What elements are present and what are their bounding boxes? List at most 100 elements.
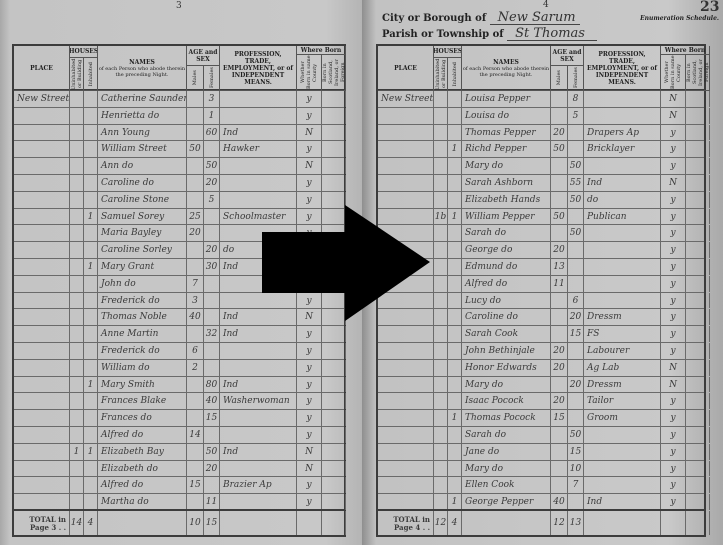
table-row: Frederick do 3 y bbox=[14, 292, 346, 310]
cell-f bbox=[568, 343, 584, 359]
cell-u bbox=[70, 158, 84, 174]
cell-name: George do bbox=[462, 242, 551, 258]
total-m: 12 bbox=[551, 511, 568, 535]
cell-name: Louisa do bbox=[462, 107, 551, 124]
cell-prof bbox=[220, 427, 297, 443]
total-u: 12 bbox=[434, 511, 448, 535]
table-row: Thomas Noble 40 Ind N bbox=[14, 309, 346, 327]
cell-m bbox=[187, 107, 204, 124]
cell-bc: y bbox=[297, 326, 322, 342]
cell-u bbox=[434, 376, 448, 393]
cell-bo bbox=[686, 460, 710, 477]
cell-place bbox=[14, 359, 70, 376]
cell-bc: y bbox=[297, 107, 322, 124]
cell-name: Elizabeth Bay bbox=[98, 443, 187, 460]
header-males-cell: Males bbox=[551, 66, 568, 91]
cell-name: Honor Edwards bbox=[462, 359, 551, 376]
cell-name: Jane do bbox=[462, 443, 551, 460]
header-age-sex-cell: AGE and SEX bbox=[187, 46, 220, 66]
cell-m: 40 bbox=[551, 494, 568, 510]
cell-place bbox=[378, 107, 434, 124]
table-row: Edmund do 13 y bbox=[378, 259, 710, 276]
cell-name: Mary do bbox=[462, 460, 551, 477]
cell-name: Elizabeth Hands bbox=[462, 191, 551, 208]
cell-bc: y bbox=[297, 477, 322, 494]
cell-place bbox=[378, 242, 434, 258]
cell-u bbox=[70, 275, 84, 292]
cell-bo bbox=[322, 410, 346, 426]
right-arrow-icon bbox=[262, 205, 430, 321]
cell-bo bbox=[686, 410, 710, 426]
cell-i: 1 bbox=[84, 259, 98, 275]
cell-u bbox=[434, 477, 448, 494]
header-names-sub2: the preceding Night. bbox=[115, 71, 169, 78]
header-inhabited: Inhabited bbox=[87, 61, 94, 87]
cell-f bbox=[204, 225, 220, 242]
cell-u bbox=[434, 427, 448, 443]
cell-name: Alfred do bbox=[462, 275, 551, 292]
cell-i bbox=[448, 292, 462, 309]
table-row: George do 20 y bbox=[378, 242, 710, 259]
cell-u bbox=[70, 309, 84, 326]
cell-bo bbox=[686, 124, 710, 141]
cell-name: Martha do bbox=[98, 494, 187, 510]
cell-name: Caroline Sorley bbox=[98, 242, 187, 258]
cell-m: 3 bbox=[187, 292, 204, 309]
cell-u bbox=[70, 343, 84, 359]
cell-bo bbox=[322, 158, 346, 174]
cell-u bbox=[70, 107, 84, 124]
cell-prof: FS bbox=[584, 326, 661, 342]
cell-prof bbox=[584, 427, 661, 443]
table-row: Jane do 15 y bbox=[378, 443, 710, 461]
cell-bc: y bbox=[297, 91, 322, 107]
cell-f: 50 bbox=[204, 443, 220, 460]
cell-m bbox=[187, 191, 204, 208]
cell-m bbox=[187, 376, 204, 393]
header-uninhabited: Uninhabited or Building bbox=[70, 58, 83, 90]
cell-u: 1b bbox=[434, 208, 448, 225]
cell-prof: Publican bbox=[584, 208, 661, 225]
cell-f: 15 bbox=[568, 443, 584, 460]
total-empty bbox=[220, 511, 297, 535]
cell-place bbox=[378, 359, 434, 376]
cell-f: 7 bbox=[568, 477, 584, 494]
cell-i bbox=[448, 175, 462, 191]
cell-place bbox=[14, 107, 70, 124]
cell-i bbox=[84, 225, 98, 242]
cell-bc: y bbox=[661, 494, 686, 510]
cell-u bbox=[70, 242, 84, 258]
cell-bo bbox=[322, 427, 346, 443]
cell-name: Alfred do bbox=[98, 427, 187, 443]
city-line: City or Borough of New Sarum bbox=[382, 11, 580, 25]
cell-f: 50 bbox=[204, 158, 220, 174]
cell-m bbox=[187, 443, 204, 460]
total-row: TOTAL in Page 3 . . 14 4 10 15 bbox=[14, 509, 346, 535]
cell-bc: y bbox=[297, 191, 322, 208]
cell-f: 50 bbox=[568, 427, 584, 443]
total-row: TOTAL in Page 4 . . 12 4 12 13 bbox=[378, 509, 710, 535]
table-row: Sarah Cook 15 FS y bbox=[378, 326, 710, 343]
cell-m bbox=[187, 158, 204, 174]
cell-prof bbox=[220, 91, 297, 107]
cell-i bbox=[84, 141, 98, 158]
cell-place: New Street bbox=[14, 91, 70, 107]
cell-prof: Washerwoman bbox=[220, 393, 297, 410]
cell-name: Alfred do bbox=[98, 477, 187, 494]
header-uninhabited: Uninhabited or Building bbox=[434, 58, 447, 90]
cell-bc: y bbox=[297, 427, 322, 443]
cell-f: 20 bbox=[568, 376, 584, 393]
cell-f bbox=[204, 359, 220, 376]
cell-u bbox=[434, 275, 448, 292]
cell-i bbox=[448, 376, 462, 393]
cell-name: Caroline do bbox=[98, 175, 187, 191]
cell-bo bbox=[686, 443, 710, 460]
cell-bo bbox=[686, 107, 710, 124]
cell-u bbox=[434, 242, 448, 258]
cell-place bbox=[378, 124, 434, 141]
cell-m: 13 bbox=[551, 259, 568, 275]
table-row: 1b 1 William Pepper 50 Publican y bbox=[378, 208, 710, 226]
table-row: Caroline Stone 5 y bbox=[14, 191, 346, 209]
parish-value: St Thomas bbox=[507, 27, 598, 41]
table-row: Alfred do 11 y bbox=[378, 275, 710, 293]
cell-bc: y bbox=[661, 343, 686, 359]
